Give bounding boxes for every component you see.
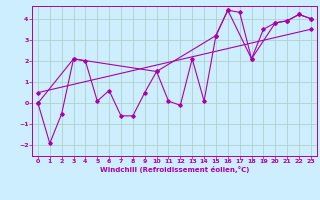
X-axis label: Windchill (Refroidissement éolien,°C): Windchill (Refroidissement éolien,°C) [100, 166, 249, 173]
